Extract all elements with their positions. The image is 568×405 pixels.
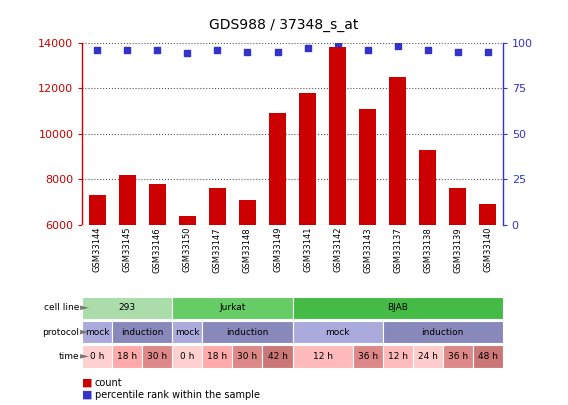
Text: GSM33141: GSM33141 [303,227,312,273]
Text: GSM33137: GSM33137 [393,227,402,273]
Text: GSM33138: GSM33138 [423,227,432,273]
Text: GDS988 / 37348_s_at: GDS988 / 37348_s_at [210,18,358,32]
Bar [299,93,316,225]
Text: induction: induction [226,328,269,337]
Bar [173,345,202,368]
Point [183,50,192,57]
Text: 24 h: 24 h [417,352,437,361]
Point [453,48,462,55]
Text: cell line: cell line [44,303,80,312]
Text: 30 h: 30 h [237,352,257,361]
Polygon shape [80,330,89,335]
Bar [389,77,406,225]
Bar [442,345,473,368]
Bar [293,296,503,319]
Text: 0 h: 0 h [180,352,195,361]
Point [303,45,312,51]
Text: Jurkat: Jurkat [219,303,246,312]
Text: 293: 293 [119,303,136,312]
Text: 42 h: 42 h [268,352,287,361]
Bar [239,200,256,225]
Bar [269,113,286,225]
Bar [473,345,503,368]
Bar [143,345,173,368]
Text: time: time [59,352,80,361]
Bar [112,321,173,343]
Bar [479,204,496,225]
Point [153,47,162,53]
Bar [360,109,376,225]
Text: GSM33144: GSM33144 [93,227,102,273]
Bar [232,345,262,368]
Text: BJAB: BJAB [387,303,408,312]
Bar [202,321,293,343]
Text: GSM33148: GSM33148 [243,227,252,273]
Point [363,47,372,53]
Text: 36 h: 36 h [357,352,378,361]
Bar [89,195,106,225]
Point [93,47,102,53]
Bar [383,345,412,368]
Bar [149,184,166,225]
Text: GSM33147: GSM33147 [213,227,222,273]
Bar [293,345,353,368]
Polygon shape [80,305,89,310]
Text: GSM33140: GSM33140 [483,227,492,273]
Point [123,47,132,53]
Text: GSM33149: GSM33149 [273,227,282,273]
Text: GSM33150: GSM33150 [183,227,192,273]
Text: GSM33139: GSM33139 [453,227,462,273]
Bar [293,321,383,343]
Text: GSM33145: GSM33145 [123,227,132,273]
Polygon shape [80,354,89,359]
Bar [112,345,143,368]
Text: 30 h: 30 h [147,352,168,361]
Point [423,47,432,53]
Text: induction: induction [421,328,464,337]
Bar [209,188,225,225]
Point [393,43,402,49]
Text: GSM33146: GSM33146 [153,227,162,273]
Point [213,47,222,53]
Text: 12 h: 12 h [387,352,408,361]
Text: percentile rank within the sample: percentile rank within the sample [95,390,260,400]
Point [243,48,252,55]
Text: mock: mock [175,328,200,337]
Bar [173,321,202,343]
Bar [353,345,383,368]
Bar [179,215,196,225]
Point [483,48,492,55]
Bar [82,321,112,343]
Text: 18 h: 18 h [207,352,228,361]
Text: count: count [95,378,123,388]
Point [333,39,342,46]
Bar [449,188,466,225]
Text: 0 h: 0 h [90,352,105,361]
Text: 48 h: 48 h [478,352,498,361]
Text: ■: ■ [82,378,93,388]
Text: GSM33143: GSM33143 [363,227,372,273]
Text: mock: mock [325,328,350,337]
Text: induction: induction [121,328,164,337]
Text: 36 h: 36 h [448,352,467,361]
Bar [262,345,293,368]
Bar [119,175,136,225]
Text: 12 h: 12 h [312,352,332,361]
Bar [173,296,293,319]
Point [273,48,282,55]
Text: ■: ■ [82,390,93,400]
Bar [82,345,112,368]
Text: GSM33142: GSM33142 [333,227,342,273]
Bar [383,321,503,343]
Bar [419,149,436,225]
Text: protocol: protocol [43,328,80,337]
Bar [412,345,442,368]
Bar [202,345,232,368]
Bar [82,296,173,319]
Text: 18 h: 18 h [118,352,137,361]
Bar [329,47,346,225]
Text: mock: mock [85,328,110,337]
